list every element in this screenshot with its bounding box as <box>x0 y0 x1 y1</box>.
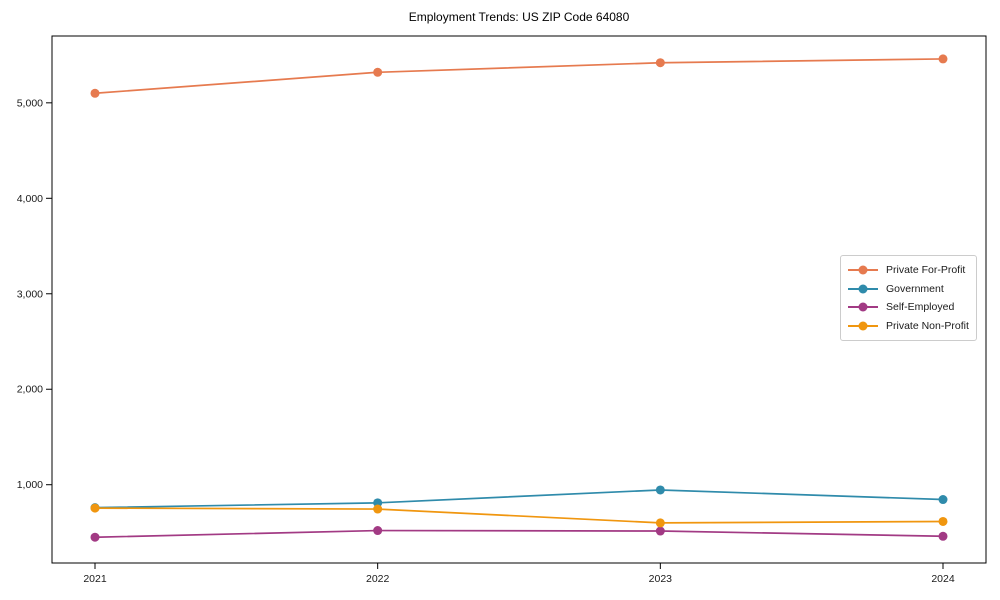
data-point <box>655 485 665 495</box>
data-point <box>938 54 948 64</box>
series-line-private-for-profit <box>94 58 944 95</box>
y-axis-tick-label: 5,000 <box>17 97 43 109</box>
data-point <box>90 503 100 513</box>
legend-dot-icon <box>858 321 868 331</box>
x-axis-tick-label: 2024 <box>931 573 955 585</box>
y-axis-tick-label: 2,000 <box>17 384 43 396</box>
y-axis-tick-label: 4,000 <box>17 193 43 205</box>
legend-item: Government <box>848 280 970 299</box>
legend-dot-icon <box>858 265 868 275</box>
legend-dot-icon <box>858 302 868 312</box>
data-point <box>90 532 100 542</box>
plot-border <box>51 35 987 564</box>
data-point <box>655 526 665 536</box>
legend-item: Private Non-Profit <box>848 317 970 336</box>
y-axis-tick-label: 1,000 <box>17 479 43 491</box>
legend-label: Private Non-Profit <box>886 319 969 332</box>
x-axis-tick-label: 2021 <box>83 573 107 585</box>
legend-label: Government <box>886 282 944 295</box>
chart-legend: Private For-Profit Government Self-Employe… <box>840 255 977 341</box>
legend-marker-icon <box>848 302 878 312</box>
data-point <box>938 531 948 541</box>
series-line-self-employed <box>94 529 944 539</box>
data-point <box>938 495 948 505</box>
series-line-government <box>94 489 944 509</box>
y-axis-tick-label: 3,000 <box>17 288 43 300</box>
data-point <box>373 498 383 508</box>
data-point <box>938 516 948 526</box>
data-point <box>373 67 383 77</box>
data-point <box>655 518 665 528</box>
legend-marker-icon <box>848 321 878 331</box>
legend-marker-icon <box>848 265 878 275</box>
legend-dot-icon <box>858 284 868 294</box>
legend-item: Private For-Profit <box>848 261 970 280</box>
x-axis-tick-label: 2023 <box>649 573 673 585</box>
data-point <box>373 526 383 536</box>
x-axis-tick-label: 2022 <box>366 573 390 585</box>
data-point <box>655 58 665 68</box>
data-point <box>373 504 383 514</box>
data-point <box>90 88 100 98</box>
legend-label: Self-Employed <box>886 301 955 314</box>
chart-title: Employment Trends: US ZIP Code 64080 <box>408 10 630 24</box>
series-line-private-non-profit <box>94 507 944 524</box>
legend-marker-icon <box>848 284 878 294</box>
legend-item: Self-Employed <box>848 298 970 317</box>
legend-label: Private For-Profit <box>886 264 966 277</box>
